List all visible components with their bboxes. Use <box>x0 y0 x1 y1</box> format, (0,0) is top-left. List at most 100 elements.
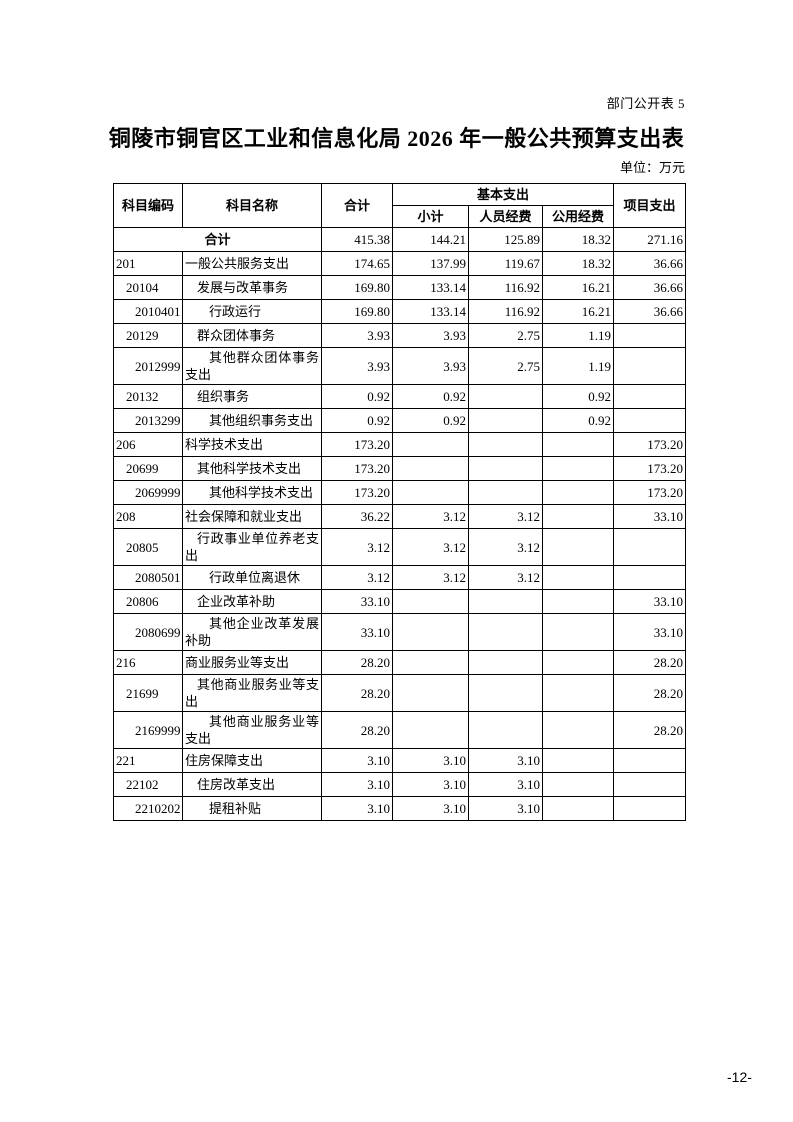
table-row: 2080501 行政单位离退休 3.12 3.12 3.12 <box>113 565 687 590</box>
subject-name-cell: 企业改革补助 <box>182 589 322 614</box>
total-cell: 3.12 <box>321 528 393 566</box>
subject-name-cell: 住房改革支出 <box>182 772 322 797</box>
corner-label: 部门公开表 5 <box>606 96 685 111</box>
summary-row: 合计 415.38 144.21 125.89 18.32 271.16 <box>113 227 687 252</box>
personnel-funds-cell: 116.92 <box>468 299 543 324</box>
subject-name-cell: 商业服务业等支出 <box>182 650 322 675</box>
subject-name-cell: 社会保障和就业支出 <box>182 504 322 529</box>
subject-name-cell: 住房保障支出 <box>182 748 322 773</box>
total-cell: 3.10 <box>321 772 393 797</box>
subject-code-cell: 206 <box>113 432 183 457</box>
basic-subtotal-cell: 3.10 <box>392 772 469 797</box>
header-row-1: 科目编码 科目名称 合计 基本支出 项目支出 <box>113 183 687 228</box>
basic-subtotal-cell: 3.10 <box>392 796 469 821</box>
public-funds-cell <box>541 748 615 773</box>
personnel-funds-cell: 3.12 <box>468 565 543 590</box>
subject-code-cell: 208 <box>113 504 183 529</box>
table-row: 22102 住房改革支出 3.10 3.10 3.10 <box>113 772 687 797</box>
project-expenditure-cell <box>613 748 687 773</box>
basic-subtotal-cell <box>392 432 469 457</box>
total-cell: 173.20 <box>321 456 393 481</box>
personnel-funds-cell <box>468 613 543 651</box>
basic-subtotal-cell: 3.12 <box>392 504 469 529</box>
table-row: 201 一般公共服务支出 174.65 137.99 119.67 18.32 36.66 <box>113 251 687 276</box>
public-funds-cell: 1.19 <box>541 347 615 385</box>
total-cell: 28.20 <box>321 650 393 675</box>
subject-name-cell: 其他商业服务业等支出 <box>182 674 322 712</box>
total-cell: 33.10 <box>321 589 393 614</box>
project-expenditure-cell: 33.10 <box>613 613 687 651</box>
subject-code-cell: 20805 <box>113 528 183 566</box>
col-header-subject-code: 科目编码 <box>113 183 183 228</box>
total-cell: 36.22 <box>321 504 393 529</box>
subject-code-cell: 22102 <box>113 772 183 797</box>
basic-subtotal-cell: 3.12 <box>392 528 469 566</box>
project-expenditure-cell: 33.10 <box>613 504 687 529</box>
personnel-funds-cell: 3.10 <box>468 796 543 821</box>
table-header: 科目编码 科目名称 合计 基本支出 项目支出 小计 人员经费 公用经费 <box>113 183 687 228</box>
table-row: 20806 企业改革补助 33.10 33.10 <box>113 589 687 614</box>
project-expenditure-cell: 271.16 <box>613 227 687 252</box>
personnel-funds-cell <box>468 589 543 614</box>
subject-name-cell: 其他商业服务业等支出 <box>182 711 322 749</box>
table-row: 2069999 其他科学技术支出 173.20 173.20 <box>113 480 687 505</box>
public-funds-cell <box>541 674 615 712</box>
public-funds-cell: 16.21 <box>541 275 615 300</box>
public-funds-cell: 18.32 <box>541 251 615 276</box>
basic-subtotal-cell <box>392 480 469 505</box>
table-row: 20699 其他科学技术支出 173.20 173.20 <box>113 456 687 481</box>
subject-code-cell: 2080501 <box>113 565 183 590</box>
public-funds-cell <box>541 480 615 505</box>
table-row: 208 社会保障和就业支出 36.22 3.12 3.12 33.10 <box>113 504 687 529</box>
table-row: 216 商业服务业等支出 28.20 28.20 <box>113 650 687 675</box>
subject-name-cell: 其他群众团体事务支出 <box>182 347 322 385</box>
project-expenditure-cell: 36.66 <box>613 251 687 276</box>
project-expenditure-cell <box>613 796 687 821</box>
project-expenditure-cell <box>613 384 687 409</box>
personnel-funds-cell <box>468 456 543 481</box>
total-cell: 169.80 <box>321 275 393 300</box>
table-row: 221 住房保障支出 3.10 3.10 3.10 <box>113 748 687 773</box>
subject-name-cell: 其他科学技术支出 <box>182 480 322 505</box>
basic-subtotal-cell <box>392 650 469 675</box>
basic-subtotal-cell: 137.99 <box>392 251 469 276</box>
basic-subtotal-cell: 3.93 <box>392 347 469 385</box>
table-row: 20805 行政事业单位养老支出 3.12 3.12 3.12 <box>113 528 687 566</box>
public-funds-cell: 0.92 <box>541 384 615 409</box>
total-cell: 415.38 <box>321 227 393 252</box>
subject-name-cell: 其他企业改革发展补助 <box>182 613 322 651</box>
project-expenditure-cell: 36.66 <box>613 275 687 300</box>
personnel-funds-cell: 2.75 <box>468 347 543 385</box>
total-cell: 33.10 <box>321 613 393 651</box>
public-funds-cell: 16.21 <box>541 299 615 324</box>
basic-subtotal-cell: 0.92 <box>392 408 469 433</box>
project-expenditure-cell: 28.20 <box>613 674 687 712</box>
basic-subtotal-cell <box>392 674 469 712</box>
table-row: 206 科学技术支出 173.20 173.20 <box>113 432 687 457</box>
basic-subtotal-cell <box>392 456 469 481</box>
project-expenditure-cell: 36.66 <box>613 299 687 324</box>
public-funds-cell: 0.92 <box>541 408 615 433</box>
subject-name-cell: 行政运行 <box>182 299 322 324</box>
subject-code-cell: 2010401 <box>113 299 183 324</box>
public-funds-cell <box>541 565 615 590</box>
public-funds-cell: 18.32 <box>541 227 615 252</box>
subject-code-cell: 2080699 <box>113 613 183 651</box>
project-expenditure-cell: 173.20 <box>613 456 687 481</box>
table-row: 20129 群众团体事务 3.93 3.93 2.75 1.19 <box>113 323 687 348</box>
total-cell: 3.12 <box>321 565 393 590</box>
basic-subtotal-cell <box>392 589 469 614</box>
basic-subtotal-cell: 3.12 <box>392 565 469 590</box>
public-funds-cell <box>541 772 615 797</box>
subject-code-cell: 2069999 <box>113 480 183 505</box>
total-cell: 173.20 <box>321 432 393 457</box>
basic-subtotal-cell: 0.92 <box>392 384 469 409</box>
total-cell: 0.92 <box>321 384 393 409</box>
subject-code-cell: 2013299 <box>113 408 183 433</box>
personnel-funds-cell: 125.89 <box>468 227 543 252</box>
col-header-public-funds: 公用经费 <box>541 205 615 228</box>
budget-table: 科目编码 科目名称 合计 基本支出 项目支出 小计 人员经费 公用经费 合计 41… <box>113 183 687 821</box>
total-cell: 3.10 <box>321 748 393 773</box>
table-row: 20132 组织事务 0.92 0.92 0.92 <box>113 384 687 409</box>
